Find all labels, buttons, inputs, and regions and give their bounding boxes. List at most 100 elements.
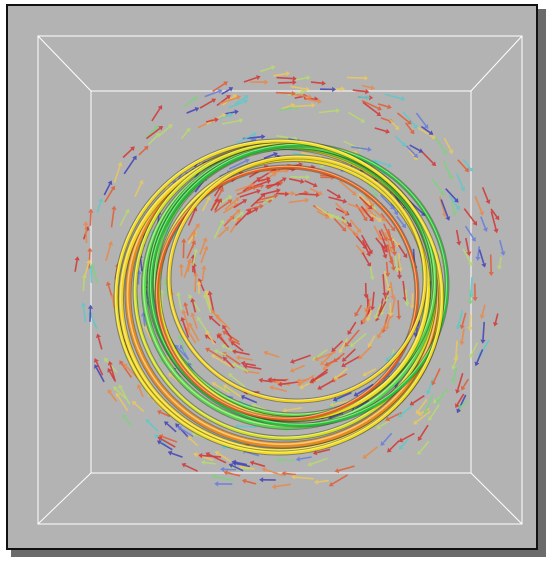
vector-arrow-shaft [162, 435, 178, 443]
vector-arrow-head [193, 248, 199, 253]
vector-arrow-head [94, 364, 99, 369]
vector-arrow-shaft [82, 305, 87, 323]
vector-arrow-shaft [240, 140, 252, 145]
vector-arrow-shaft [142, 315, 146, 327]
render-viewport[interactable] [6, 4, 538, 550]
vector-arrow-shaft [440, 199, 449, 218]
vector-arrow-head [459, 341, 465, 346]
vector-arrow-head [203, 293, 208, 298]
vector-arrow-shaft [192, 301, 197, 313]
vector-arrow-head [388, 312, 394, 317]
vector-arrow-head [391, 251, 397, 256]
vector-arrow-shaft [192, 315, 198, 329]
vector-arrow-head [217, 198, 222, 203]
vector-arrow-head [275, 380, 280, 386]
vector-arrow-shaft [380, 243, 386, 256]
vector-arrow-shaft [245, 205, 261, 211]
vector-arrow-shaft [209, 294, 215, 313]
vector-arrow-shaft [373, 225, 381, 238]
vector-arrow-head [157, 410, 162, 415]
vector-arrow-head [451, 378, 456, 384]
vector-arrow-head [341, 226, 347, 232]
vector-arrow-head [413, 124, 418, 129]
vector-arrow-head [306, 75, 311, 81]
vector-arrow-head [136, 384, 142, 389]
vector-arrow-shaft [401, 432, 415, 441]
vector-arrow-head [409, 400, 415, 406]
vector-arrow-shaft [145, 127, 161, 140]
vector-arrow-head [220, 466, 225, 472]
vector-arrow-shaft [109, 364, 117, 382]
vector-arrow-shaft [277, 81, 293, 84]
vector-arrow-head [382, 292, 388, 297]
vector-arrow-shaft [177, 295, 182, 310]
vector-arrow-shaft [204, 461, 216, 465]
vector-arrow-shaft [89, 308, 92, 322]
vector-arrow-head [261, 134, 266, 140]
vector-arrow-shaft [333, 340, 344, 350]
vector-arrow-head [369, 306, 375, 311]
streamtube-ring-highlight [115, 139, 442, 453]
vector-arrow-shaft [160, 411, 171, 418]
streamline-scene[interactable] [8, 6, 536, 548]
vector-arrow-head [364, 307, 370, 313]
vector-arrow-shaft [316, 210, 327, 218]
vector-arrow-shaft [292, 152, 305, 157]
vector-arrow-head [291, 90, 296, 96]
vector-arrow-head [249, 460, 255, 466]
vector-arrow-head [332, 396, 338, 402]
vector-arrow-shaft [390, 297, 396, 316]
vector-arrow-shaft [314, 368, 329, 381]
vector-arrow-shaft [386, 316, 391, 327]
vector-arrow-head [483, 227, 488, 232]
vector-arrow-shaft [109, 391, 118, 402]
vector-arrow-head [383, 244, 388, 249]
vector-arrow-head [197, 316, 202, 322]
vector-arrow-shaft [432, 368, 441, 383]
vector-arrow-head [157, 436, 163, 442]
vector-arrow-shaft [349, 219, 360, 231]
vector-arrow-shaft [234, 96, 246, 105]
vector-arrow-shaft [223, 217, 233, 227]
vector-arrow-head [468, 261, 473, 267]
vector-arrow-shaft [310, 457, 328, 465]
vector-arrow-shaft [112, 297, 115, 308]
vector-arrow-shaft [192, 251, 197, 266]
vector-arrow-shaft [317, 351, 336, 360]
vector-arrow-shaft [320, 379, 334, 389]
vector-arrow-head [312, 450, 318, 456]
vector-arrow-head [219, 187, 224, 193]
vector-arrow-head [453, 198, 459, 203]
vector-arrow-head [364, 75, 369, 81]
vector-arrow-head [453, 357, 459, 363]
vector-arrow-head [277, 381, 282, 387]
vector-arrow-head [500, 251, 506, 256]
vector-arrow-shaft [230, 375, 246, 388]
vector-arrow-head [373, 192, 378, 198]
vector-arrow-shaft [405, 145, 416, 156]
vector-arrow-head [458, 404, 464, 410]
vector-arrow-shaft [317, 479, 329, 483]
vector-arrow-shaft [465, 237, 470, 253]
vector-arrow-head [177, 334, 183, 340]
vector-arrow-shaft [355, 244, 364, 253]
vector-arrow-head [342, 198, 348, 204]
vector-arrow-head [131, 400, 137, 406]
vector-arrow-shaft [214, 201, 230, 214]
vector-arrow-head [377, 105, 382, 111]
vector-arrow-head [230, 341, 236, 346]
vector-arrow-head [393, 210, 399, 216]
vector-arrow-head [305, 86, 310, 92]
vector-arrow-head [329, 402, 334, 408]
vector-arrow-head [401, 142, 407, 147]
vector-arrow-head [284, 191, 290, 197]
vector-arrow-head [329, 213, 334, 219]
vector-arrow-shaft [263, 153, 275, 160]
vector-arrow-head [282, 407, 287, 414]
vector-arrow-shaft [380, 194, 393, 208]
vector-arrow-shaft [82, 277, 86, 292]
vector-arrow-shaft [288, 199, 306, 204]
vector-arrow-head [353, 149, 359, 155]
vector-arrow-shaft [231, 339, 241, 346]
vector-arrow-head [494, 215, 500, 221]
